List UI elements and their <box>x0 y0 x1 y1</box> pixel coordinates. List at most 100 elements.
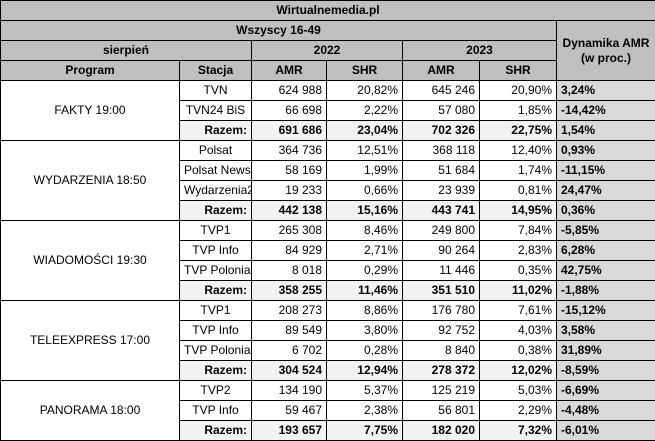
station-cell: TVP1 <box>179 300 252 321</box>
shr-2022-cell: 0,29% <box>326 260 403 281</box>
program-header: Program <box>0 60 180 81</box>
amr-2022-cell: 19 233 <box>251 180 327 201</box>
station-cell: TVP Info <box>179 400 252 421</box>
shr-2023-cell: 12,40% <box>479 140 557 161</box>
dynamics-cell: -1,88% <box>555 280 655 301</box>
dynamics-cell: -6,01% <box>555 420 655 441</box>
amr-2022-cell: 134 190 <box>251 380 327 401</box>
program-cell: WIADOMOŚCI 19:30 <box>0 220 180 301</box>
shr-2023-cell: 22,75% <box>479 120 557 141</box>
station-cell: TVP Polonia <box>179 340 252 361</box>
station-cell: TVN24 BiS <box>179 100 252 121</box>
station-cell: Razem: <box>179 360 252 381</box>
shr-2022-cell: 12,51% <box>326 140 403 161</box>
amr-2023-cell: 57 080 <box>402 100 480 121</box>
shr-2022-cell: 2,22% <box>326 100 403 121</box>
station-cell: TVP Info <box>179 320 252 341</box>
shr-2022-cell: 8,86% <box>326 300 403 321</box>
shr-2022-cell: 15,16% <box>326 200 403 221</box>
shr-2023-cell: 5,03% <box>479 380 557 401</box>
program-cell: FAKTY 19:00 <box>0 80 180 141</box>
shr-2022-cell: 2,38% <box>326 400 403 421</box>
station-cell: Razem: <box>179 200 252 221</box>
table-row: FAKTY 19:00 TVN 624 988 20,82% 645 246 20,90%… <box>0 80 655 141</box>
dynamics-cell: 3,24% <box>555 80 655 101</box>
dynamics-cell: -15,12% <box>555 300 655 321</box>
shr-2022-header: SHR <box>326 60 403 81</box>
shr-2023-cell: 14,95% <box>479 200 557 221</box>
table-row: Razem: 304 524 12,94% 278 372 12,02% -8,59% <box>1 360 655 381</box>
shr-2023-cell: 2,83% <box>479 240 557 261</box>
table-body: FAKTY 19:00 TVN 624 988 20,82% 645 246 20,90%… <box>0 80 655 441</box>
amr-2023-cell: 125 219 <box>402 380 480 401</box>
shr-2023-cell: 0,81% <box>479 180 557 201</box>
shr-2022-cell: 0,28% <box>326 340 403 361</box>
dynamics-cell: -4,48% <box>555 400 655 421</box>
shr-2022-cell: 5,37% <box>326 380 403 401</box>
shr-2022-cell: 8,46% <box>326 220 403 241</box>
amr-2023-cell: 368 118 <box>402 140 480 161</box>
shr-2023-cell: 2,29% <box>479 400 557 421</box>
amr-2022-cell: 84 929 <box>251 240 327 261</box>
shr-2023-cell: 12,02% <box>479 360 557 381</box>
amr-2023-cell: 176 780 <box>402 300 480 321</box>
amr-2022-cell: 691 686 <box>251 120 327 141</box>
amr-2023-cell: 645 246 <box>402 80 480 101</box>
dynamics-cell: 3,58% <box>555 320 655 341</box>
station-cell: TVP Polonia <box>179 260 252 281</box>
program-cell: PANORAMA 18:00 <box>0 380 180 441</box>
dynamics-cell: -5,85% <box>555 220 655 241</box>
amr-2022-cell: 89 549 <box>251 320 327 341</box>
table-row: Razem: 193 657 7,75% 182 020 7,32% -6,01% <box>1 420 655 441</box>
station-cell: Polsat News <box>179 160 252 181</box>
shr-2022-cell: 23,04% <box>326 120 403 141</box>
station-cell: TVN <box>179 80 252 101</box>
amr-2022-cell: 358 255 <box>251 280 327 301</box>
dynamics-cell: 42,75% <box>555 260 655 281</box>
amr-2022-cell: 624 988 <box>251 80 327 101</box>
amr-2023-cell: 8 840 <box>402 340 480 361</box>
station-cell: TVP1 <box>179 220 252 241</box>
amr-2022-cell: 208 273 <box>251 300 327 321</box>
shr-2023-cell: 7,84% <box>479 220 557 241</box>
amr-2023-cell: 11 446 <box>402 260 480 281</box>
month-header: sierpień <box>0 40 252 61</box>
amr-2023-cell: 90 264 <box>402 240 480 261</box>
amr-2023-cell: 92 752 <box>402 320 480 341</box>
station-header: Stacja <box>179 60 252 81</box>
amr-2023-cell: 56 801 <box>402 400 480 421</box>
amr-2022-cell: 442 138 <box>251 200 327 221</box>
amr-2022-cell: 66 698 <box>251 100 327 121</box>
table-row: WIADOMOŚCI 19:30 TVP1 265 308 8,46% 249 800 7… <box>0 220 655 301</box>
station-cell: Wydarzenia24 <box>179 180 252 201</box>
amr-2022-cell: 304 524 <box>251 360 327 381</box>
shr-2023-cell: 20,90% <box>479 80 557 101</box>
dynamics-header: Dynamika AMR (w proc.) <box>555 20 655 81</box>
station-cell: Razem: <box>179 120 252 141</box>
shr-2023-cell: 0,38% <box>479 340 557 361</box>
program-cell: TELEEXPRESS 17:00 <box>0 300 180 381</box>
station-cell: Polsat <box>179 140 252 161</box>
dynamics-cell: -14,42% <box>555 100 655 121</box>
shr-2023-cell: 0,35% <box>479 260 557 281</box>
shr-2023-cell: 11,02% <box>479 280 557 301</box>
table-row: TVN24 BiS 66 698 2,22% 57 080 1,85% -14,42% <box>1 100 655 121</box>
shr-2023-cell: 1,85% <box>479 100 557 121</box>
shr-2023-cell: 7,32% <box>479 420 557 441</box>
table-row: TVP Info 89 549 3,80% 92 752 4,03% 3,58% <box>1 320 655 341</box>
amr-2022-cell: 6 702 <box>251 340 327 361</box>
year-2022-header: 2022 <box>251 40 403 61</box>
amr-2023-cell: 443 741 <box>402 200 480 221</box>
station-cell: Razem: <box>179 420 252 441</box>
dynamics-cell: 24,47% <box>555 180 655 201</box>
shr-2023-cell: 7,61% <box>479 300 557 321</box>
station-cell: Razem: <box>179 280 252 301</box>
shr-2023-cell: 1,74% <box>479 160 557 181</box>
shr-2022-cell: 7,75% <box>326 420 403 441</box>
table-subtitle: Wszyscy 16-49 <box>0 20 557 41</box>
program-cell: WYDARZENIA 18:50 <box>0 140 180 221</box>
amr-2022-cell: 59 467 <box>251 400 327 421</box>
table-title: Wirtualnemedia.pl <box>0 0 655 21</box>
shr-2022-cell: 12,94% <box>326 360 403 381</box>
